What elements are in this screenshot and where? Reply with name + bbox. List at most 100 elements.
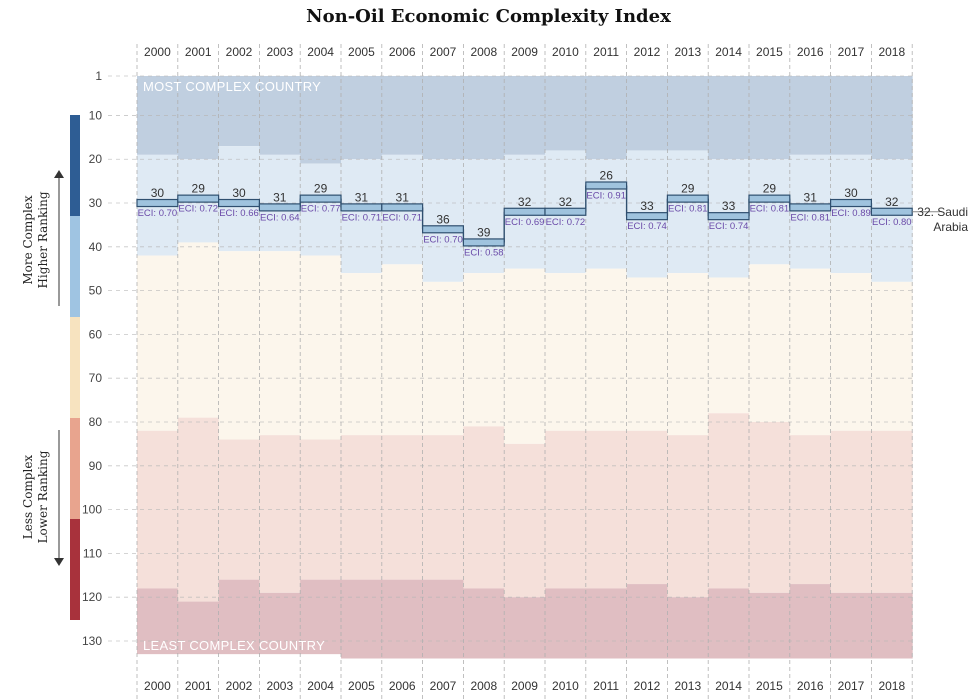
rank-bands [137, 76, 913, 659]
band-upper [667, 150, 709, 274]
gridlines [108, 44, 913, 700]
band-bottom [422, 579, 464, 659]
rank-value-label: 32 [559, 195, 573, 209]
band-lower [463, 426, 505, 589]
rank-marker [218, 198, 261, 208]
rank-marker [381, 203, 424, 212]
band-lower [871, 430, 913, 593]
band-upper [585, 159, 628, 269]
band-top [341, 76, 383, 160]
y-tick-label: 80 [89, 415, 103, 429]
band-upper [422, 159, 464, 282]
band-bottom [708, 588, 750, 659]
band-top [708, 76, 750, 160]
eci-value-label: ECI: 0.72 [546, 217, 586, 228]
year-label-bottom: 2001 [185, 679, 212, 693]
side-color-segment [70, 115, 80, 216]
year-label-top: 2006 [389, 45, 416, 59]
band-middle [749, 264, 791, 423]
band-bottom [463, 588, 505, 659]
band-bottom [789, 584, 832, 659]
band-top [218, 76, 260, 147]
year-label-bottom: 2017 [838, 679, 865, 693]
band-lower [422, 435, 464, 580]
least-complex-label: LEAST COMPLEX COUNTRY [143, 638, 325, 653]
band-lower [341, 435, 383, 580]
band-middle [545, 273, 587, 431]
band-upper [218, 146, 260, 252]
eci-value-label: ECI: 0.89 [831, 208, 871, 219]
year-label-top: 2009 [511, 45, 538, 59]
band-bottom [830, 592, 872, 659]
rank-marker [136, 198, 179, 208]
y-tick-label: 90 [89, 459, 103, 473]
eci-value-label: ECI: 0.72 [178, 204, 218, 215]
band-middle [259, 251, 301, 436]
band-top [422, 76, 464, 160]
band-top [789, 76, 832, 155]
band-bottom [871, 592, 913, 659]
year-label-top: 2016 [797, 45, 824, 59]
band-top [463, 76, 505, 160]
year-label-bottom: 2006 [389, 679, 416, 693]
year-label-bottom: 2000 [144, 679, 171, 693]
year-label-bottom: 2015 [756, 679, 783, 693]
rank-marker [585, 181, 628, 190]
band-middle [504, 268, 546, 444]
rank-value-label: 31 [355, 190, 369, 204]
rank-value-label: 36 [436, 212, 450, 226]
rank-value-label: 33 [640, 199, 654, 213]
rank-marker [789, 203, 832, 212]
year-label-top: 2012 [634, 45, 661, 59]
rank-value-label: 29 [763, 182, 777, 196]
rank-value-label: 26 [600, 168, 614, 182]
rank-marker [258, 203, 301, 212]
rank-marker [748, 194, 791, 203]
side-color-segment [70, 317, 80, 418]
rank-value-label: 31 [273, 190, 287, 204]
band-middle [667, 273, 709, 436]
band-upper [789, 154, 832, 269]
rank-value-label: 29 [314, 182, 328, 196]
y-tick-label: 60 [89, 327, 103, 341]
band-middle [341, 273, 383, 436]
band-upper [830, 154, 872, 274]
rank-value-label: 29 [192, 182, 206, 196]
band-upper [871, 159, 913, 282]
eci-value-label: ECI: 0.69 [505, 217, 545, 228]
band-top [585, 76, 628, 160]
year-label-top: 2013 [674, 45, 701, 59]
band-bottom [667, 597, 709, 659]
eci-value-label: ECI: 0.91 [586, 190, 626, 201]
band-lower [626, 430, 668, 585]
year-label-bottom: 2013 [674, 679, 701, 693]
band-top [871, 76, 913, 160]
band-top [177, 76, 220, 160]
eci-value-label: ECI: 0.66 [219, 208, 259, 219]
rank-value-label: 30 [151, 186, 165, 200]
y-tick-label: 50 [89, 284, 103, 298]
band-top [300, 76, 342, 164]
year-label-top: 2000 [144, 45, 171, 59]
rank-value-label: 31 [396, 190, 410, 204]
year-label-bottom: 2008 [470, 679, 497, 693]
band-bottom [626, 584, 668, 659]
year-label-bottom: 2007 [430, 679, 457, 693]
rank-marker [870, 207, 913, 216]
rank-value-label: 31 [804, 190, 818, 204]
band-lower [749, 422, 791, 593]
y-tick-label: 40 [89, 240, 103, 254]
eci-value-label: ECI: 0.70 [423, 234, 463, 245]
arrow-up-icon [54, 170, 64, 178]
rank-marker [177, 194, 220, 203]
band-top [545, 76, 587, 151]
y-tick-label: 10 [89, 108, 103, 122]
rank-marker [462, 238, 505, 247]
year-label-top: 2015 [756, 45, 783, 59]
band-bottom [300, 579, 342, 655]
rank-marker [503, 207, 546, 216]
y-tick-label: 20 [89, 152, 103, 166]
band-middle [830, 273, 872, 431]
band-upper [341, 159, 383, 274]
band-top [626, 76, 668, 151]
